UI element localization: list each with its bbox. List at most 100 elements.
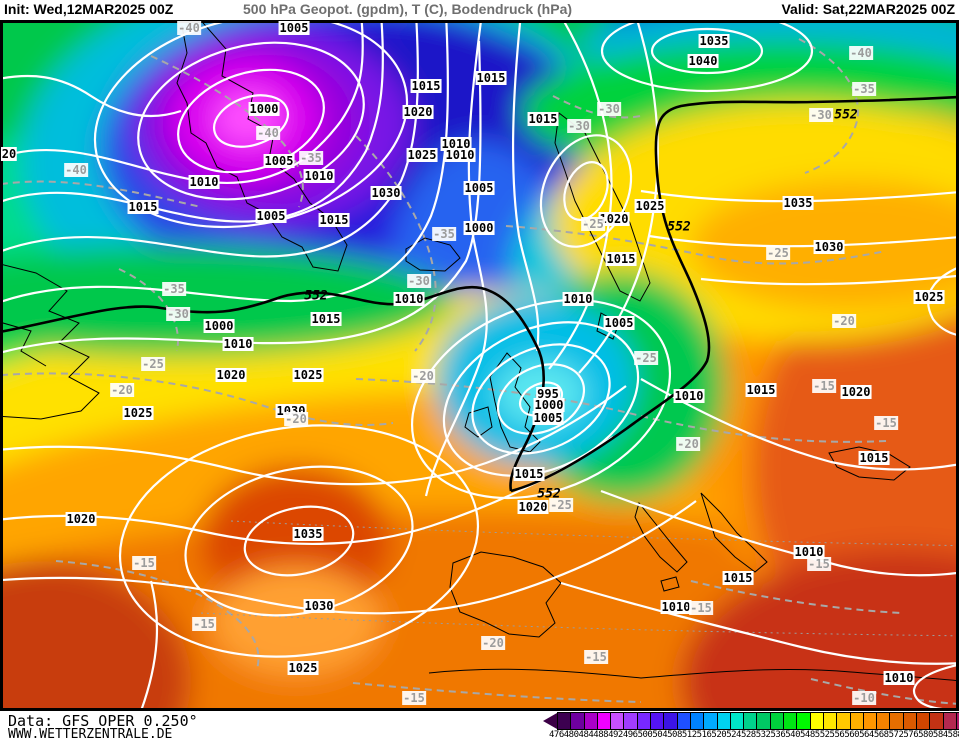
pressure-label: 1015 bbox=[858, 451, 890, 465]
temp-label: -30 bbox=[166, 307, 190, 321]
colorbar-tick: 536 bbox=[770, 730, 786, 740]
temp-label: -40 bbox=[177, 21, 201, 35]
pressure-label: 1010 bbox=[440, 137, 472, 151]
pressure-label: 1030 bbox=[813, 240, 845, 254]
temp-label: -10 bbox=[852, 691, 876, 705]
map-title: 500 hPa Geopot. (gpdm), T (C), Bodendruc… bbox=[243, 1, 573, 17]
pressure-label: 1035 bbox=[782, 196, 814, 210]
pressure-label: 1025 bbox=[122, 406, 154, 420]
pressure-label: 1035 bbox=[698, 34, 730, 48]
footer: Data: GFS OPER 0.250° WWW.WETTERZENTRALE… bbox=[0, 711, 959, 741]
temp-label: -40 bbox=[64, 163, 88, 177]
temp-label: -35 bbox=[162, 282, 186, 296]
pressure-label: 1010 bbox=[562, 292, 594, 306]
pressure-label: 1025 bbox=[634, 199, 666, 213]
pressure-label: 1035 bbox=[292, 527, 324, 541]
pressure-label: 1000 bbox=[203, 319, 235, 333]
colorbar-cell bbox=[571, 712, 585, 729]
colorbar-tick: 564 bbox=[859, 730, 874, 740]
colorbar-ticks: 476 480 484 488 492 496 500 504 508 512 516 520 524 5… bbox=[549, 730, 959, 740]
thickness-label: 552 bbox=[304, 288, 328, 304]
temp-label: -15 bbox=[807, 557, 831, 571]
pressure-label: 1015 bbox=[310, 312, 342, 326]
pressure-label: 1015 bbox=[745, 383, 777, 397]
pressure-label: 1010 bbox=[444, 148, 476, 162]
temp-label: -15 bbox=[812, 379, 836, 393]
temp-label: -20 bbox=[284, 412, 308, 426]
temp-label: -35 bbox=[852, 82, 876, 96]
colorbar-tick: 532 bbox=[755, 730, 771, 740]
colorbar-tick: 572 bbox=[888, 730, 904, 740]
map-border bbox=[1, 21, 958, 710]
colorbar-tick: 504 bbox=[652, 730, 668, 740]
pressure-label: 1015 bbox=[410, 79, 442, 93]
pressure-label: 1015 bbox=[722, 571, 754, 585]
colorbar-cell bbox=[717, 712, 731, 729]
temp-label: -15 bbox=[584, 650, 608, 664]
pressure-label: 1020 bbox=[402, 105, 434, 119]
pressure-label: 1010 bbox=[222, 337, 254, 351]
colorbar-tick: 480 bbox=[563, 730, 579, 740]
colorbar-cell bbox=[704, 712, 718, 729]
colorbar-tick: 492 bbox=[608, 730, 623, 740]
colorbar-cell bbox=[943, 712, 957, 729]
temp-label: -40 bbox=[256, 126, 280, 140]
temp-label: -20 bbox=[110, 383, 134, 397]
thickness-label: 552 bbox=[834, 107, 858, 123]
temp-label: -15 bbox=[689, 601, 713, 615]
colorbar-tick: 556 bbox=[829, 730, 845, 740]
temp-label: -30 bbox=[597, 102, 621, 116]
colorbar-left-arrow bbox=[543, 712, 557, 729]
temp-label: -15 bbox=[402, 691, 426, 705]
colorbar-cell bbox=[823, 712, 838, 729]
pressure-label: 1005 bbox=[278, 21, 310, 35]
pressure-label: 1010 bbox=[393, 292, 425, 306]
colorbar-cell bbox=[903, 712, 918, 729]
thickness-label: 552 bbox=[667, 219, 691, 235]
pressure-label: 1005 bbox=[603, 316, 635, 330]
pressure-label: 1010 bbox=[303, 169, 335, 183]
temp-label: -25 bbox=[141, 357, 165, 371]
colorbar-tick: 528 bbox=[740, 730, 756, 740]
colorbar-tick: 476 bbox=[549, 730, 564, 740]
colorbar-cell bbox=[797, 712, 811, 729]
colorbar-cell bbox=[664, 712, 678, 729]
colorbar-cell bbox=[784, 712, 798, 729]
colorbar-tick: 488 bbox=[593, 730, 609, 740]
temp-label: -25 bbox=[549, 498, 573, 512]
pressure-label: 1025 bbox=[287, 661, 319, 675]
latitude-dotted-lines bbox=[200, 520, 958, 637]
pressure-label: 1015 bbox=[475, 71, 507, 85]
pressure-label: 1020 bbox=[517, 500, 549, 514]
pressure-label: 1020 bbox=[215, 368, 247, 382]
pressure-label: 1015 bbox=[318, 213, 350, 227]
colorbar-cell bbox=[930, 712, 944, 729]
colorbar-tick: 524 bbox=[726, 730, 741, 740]
temp-label: -30 bbox=[567, 119, 591, 133]
pressure-label: 1020 bbox=[598, 212, 630, 226]
pressure-label: 1040 bbox=[687, 54, 719, 68]
pressure-label: 1010 bbox=[660, 600, 692, 614]
pressure-label: 1015 bbox=[605, 252, 637, 266]
colorbar bbox=[543, 711, 959, 730]
temp-label: -25 bbox=[581, 217, 605, 231]
colorbar-cell bbox=[877, 712, 891, 729]
colorbar-cell bbox=[690, 712, 705, 729]
colorbar-tick: 512 bbox=[681, 730, 697, 740]
temp-label: -40 bbox=[849, 46, 873, 60]
pressure-label: 1015 bbox=[513, 467, 545, 481]
temp-label: -15 bbox=[192, 617, 216, 631]
pressure-label: 1005 bbox=[255, 209, 287, 223]
header: Init: Wed,12MAR2025 00Z 500 hPa Geopot. … bbox=[0, 0, 959, 20]
colorbar-tick: 560 bbox=[844, 730, 860, 740]
website-text: WWW.WETTERZENTRALE.DE bbox=[8, 727, 173, 741]
pressure-label: 1010 bbox=[883, 671, 915, 685]
pressure-label: 1005 bbox=[532, 411, 564, 425]
colorbar-tick: 520 bbox=[711, 730, 727, 740]
pressure-label: 995 bbox=[536, 387, 560, 401]
temp-label: -20 bbox=[481, 636, 505, 650]
pressure-label: 1020 bbox=[840, 385, 872, 399]
thickness-label: 552 bbox=[537, 486, 561, 502]
colorbar-tick: 516 bbox=[696, 730, 712, 740]
